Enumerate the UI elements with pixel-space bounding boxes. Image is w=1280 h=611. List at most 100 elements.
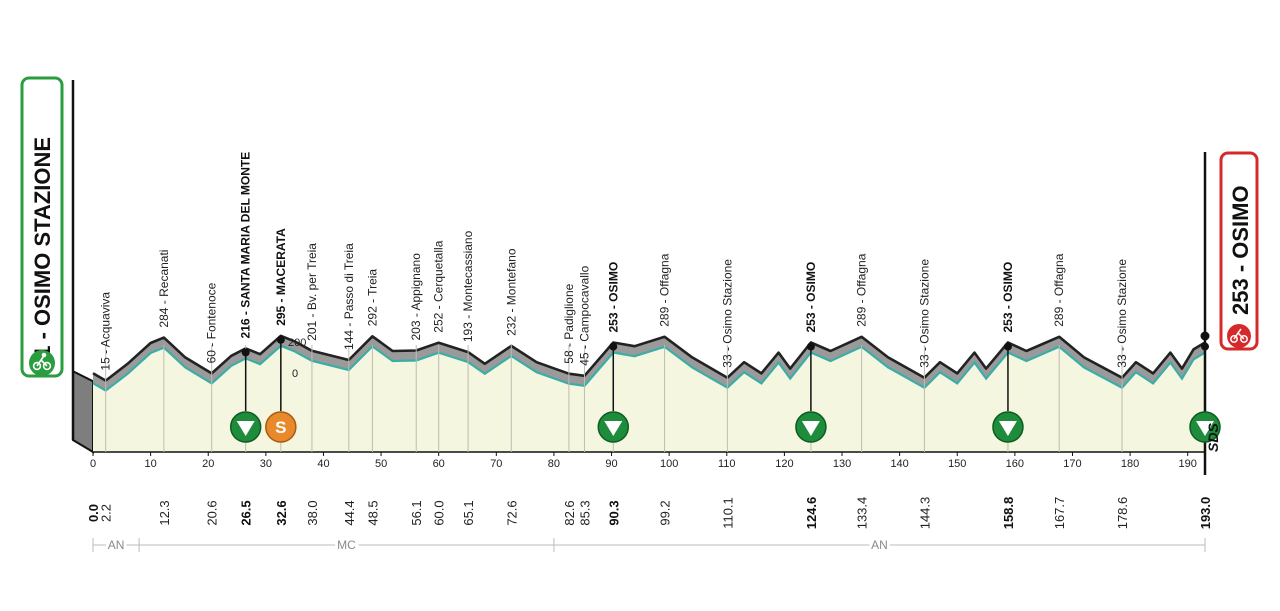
elevation-tick-0: 0	[292, 368, 298, 380]
km-tick-label: 80	[548, 458, 560, 470]
profile-outline	[92, 334, 1206, 382]
zone-label: AN	[871, 538, 888, 552]
km-tick-label: 150	[948, 458, 966, 470]
marker-dot	[1201, 342, 1209, 351]
distance-label: 193.0	[1198, 497, 1213, 530]
distance-label: 26.5	[239, 500, 254, 525]
sprint-markers: S	[229, 335, 1221, 443]
distance-label: 99.2	[658, 500, 673, 525]
triangle-glyph	[1196, 421, 1214, 436]
km-tick-label: 170	[1063, 458, 1081, 470]
waypoint-label: 45 - Campocavallo	[577, 265, 591, 365]
waypoint-label: 144 - Passo di Treia	[342, 243, 356, 350]
finish-banner: 253 - OSIMO	[1219, 151, 1259, 351]
distance-label: 158.8	[1001, 497, 1016, 530]
km-axis: 0 10 20 30 40 50 60 70 80 90 100 110 120 130 140 150 160…	[90, 452, 1197, 470]
finish-dot	[1200, 331, 1210, 341]
km-tick-label: 20	[202, 458, 214, 470]
waypoint-label: 253 - OSIMO	[606, 262, 620, 333]
waypoint-label: 232 - Montefano	[504, 248, 518, 336]
distance-label: 38.0	[305, 500, 320, 525]
waypoint-label: 284 - Recanati	[157, 250, 171, 328]
waypoint-label: 295 - MACERATA	[274, 228, 288, 326]
distance-label: 56.1	[409, 500, 424, 525]
waypoint-label: 193 - Montecassiano	[461, 230, 475, 342]
waypoint-label: 58 - Padiglione	[562, 283, 576, 363]
marker-dot	[241, 348, 250, 357]
km-tick-label: 40	[317, 458, 329, 470]
triangle-glyph	[604, 421, 623, 436]
km-tick-label: 30	[260, 458, 272, 470]
waypoint-label: 289 - Offagna	[658, 253, 672, 326]
waypoint-label: 60 - Fontenoce	[205, 282, 219, 363]
bike-icon	[32, 352, 52, 371]
km-tick-label: 10	[144, 458, 156, 470]
km-tick-label: 0	[90, 458, 96, 470]
waypoint-label: 292 - Treia	[365, 269, 379, 327]
sprint-letter: S	[275, 418, 286, 437]
finish-bike-badge	[1227, 324, 1251, 348]
distance-label: 110.1	[720, 497, 735, 529]
marker-dot	[609, 342, 618, 351]
waypoint-label: 253 - OSIMO	[1001, 262, 1015, 333]
marker-dot	[276, 335, 285, 344]
waypoint-label: 289 - Offagna	[1052, 253, 1066, 326]
km-tick-label: 190	[1179, 458, 1197, 470]
distance-label: 72.6	[504, 500, 519, 525]
zone-label: AN	[108, 538, 125, 552]
distance-label: 60.0	[432, 500, 447, 525]
brand-logo: SDS	[1205, 423, 1221, 452]
km-tick-label: 160	[1006, 458, 1024, 470]
elevation-scale: 200 0	[288, 337, 306, 380]
triangle-glyph	[998, 421, 1017, 436]
km-tick-label: 130	[833, 458, 851, 470]
distance-label: 12.3	[157, 500, 172, 525]
km-tick-label: 180	[1121, 458, 1139, 470]
km-tick-label: 70	[490, 458, 502, 470]
km-tick-label: 110	[718, 458, 736, 470]
km-tick-label: 90	[605, 458, 617, 470]
distance-label: 2.2	[99, 504, 114, 522]
waypoint-labels: 15 - Acquaviva 284 - Recanati 60 - Fonteno…	[99, 152, 1129, 371]
distance-label: 32.6	[274, 500, 289, 525]
triangle-glyph	[801, 421, 820, 436]
distance-label: 167.7	[1052, 497, 1067, 530]
km-tick-label: 60	[433, 458, 445, 470]
start-banner-label: 61 - OSIMO STAZIONE	[30, 137, 55, 370]
waypoint-label: 203 - Appignano	[409, 253, 423, 341]
km-tick-label: 100	[660, 458, 678, 470]
waypoint-label: 289 - Offagna	[855, 253, 869, 326]
start-banner: 61 - OSIMO STAZIONE	[20, 76, 64, 378]
km-tick-label: 50	[375, 458, 387, 470]
km-tick-label: 140	[890, 458, 908, 470]
finish-banner-frame	[1219, 151, 1259, 351]
distance-label: 65.1	[461, 500, 476, 525]
waypoint-label: 216 - SANTA MARIA DEL MONTE	[239, 152, 253, 339]
distance-label: 178.6	[1115, 497, 1130, 530]
distance-label: 124.6	[804, 497, 819, 530]
finish-bike-icon	[1230, 328, 1248, 343]
marker-dot	[1003, 342, 1012, 351]
elevation-tick-200: 200	[288, 337, 306, 349]
marker-dot	[806, 342, 815, 351]
distance-label: 144.3	[917, 497, 932, 530]
zone-label: MC	[337, 538, 356, 552]
waypoint-label: 201 - Bv. per Treia	[305, 243, 319, 341]
waypoint-label: 252 - Cerquetalla	[432, 240, 446, 332]
distance-label: 20.6	[205, 500, 220, 525]
waypoint-label: 15 - Acquaviva	[99, 292, 113, 371]
distance-label: 90.3	[606, 500, 621, 525]
s-sprint-icon	[265, 411, 297, 443]
distance-label: 0.0	[86, 504, 101, 522]
waypoint-label: 33 - Osimo Stazione	[917, 259, 931, 368]
distance-labels: 0.02.2 12.3 20.6 26.5 32.6 38.0 44.4 48.5 56.1 60…	[86, 497, 1213, 530]
finish-banner-label: 253 - OSIMO	[1228, 185, 1253, 315]
triangle-glyph	[236, 421, 255, 436]
profile-plain-fill	[93, 345, 1205, 452]
distance-label: 82.6	[562, 500, 577, 525]
waypoint-label: 33 - Osimo Stazione	[1115, 259, 1129, 368]
distance-label: 85.3	[577, 500, 592, 525]
waypoint-label: 253 - OSIMO	[804, 262, 818, 333]
distance-label: 44.4	[342, 500, 357, 525]
